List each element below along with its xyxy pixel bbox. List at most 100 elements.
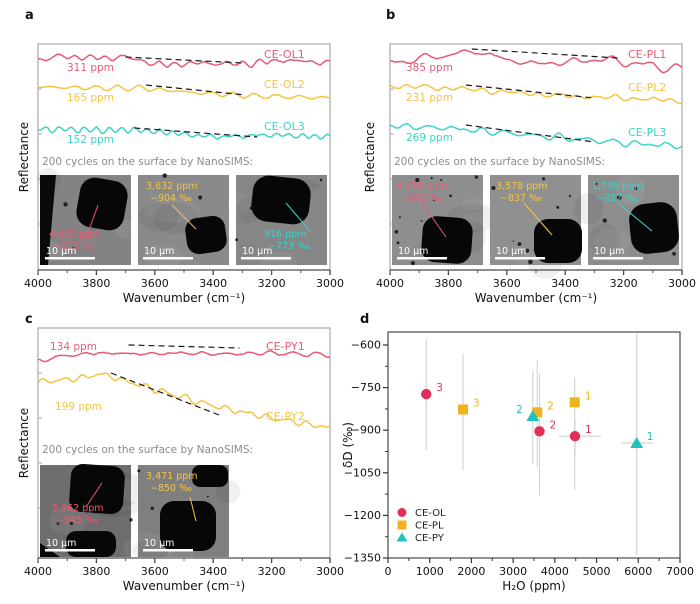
- sem-texture-patch: [144, 198, 200, 223]
- scalebar-label: 10 μm: [144, 246, 174, 257]
- sem-h2o-value: 4,483 ppm: [49, 229, 101, 240]
- sem-speckle: [129, 518, 133, 522]
- x-axis-title: Wavenumber (cm⁻¹): [123, 579, 245, 593]
- sem-h2o-value: 916 ppm: [264, 229, 306, 240]
- data-point-circle: [534, 426, 545, 437]
- sem-speckle: [617, 195, 622, 200]
- panel-d-group: 0 1000 2000 3000 4000 5000 6000 7000 −600 −750 −90…: [341, 331, 694, 593]
- scalebar: [397, 257, 447, 260]
- sem-speckle: [319, 178, 323, 182]
- sem-h2o-value: 3,471 ppm: [146, 471, 198, 482]
- sem-speckle: [433, 199, 435, 202]
- data-point-square: [569, 397, 580, 408]
- x-tick-label: 3800: [82, 565, 110, 578]
- water-content-annotation: 165 ppm: [67, 92, 114, 104]
- spot-annotation-line: [421, 202, 447, 238]
- sem-texture-patch: [461, 198, 488, 211]
- x-tick-label: 1000: [416, 565, 444, 578]
- spectrum-curve: [389, 83, 683, 105]
- sem-texture-patch: [227, 193, 256, 215]
- sem-speckle: [491, 185, 496, 190]
- data-point-number-label: 2: [550, 419, 557, 431]
- scalebar: [495, 257, 545, 260]
- y-axis-title: Reflectance: [17, 122, 31, 192]
- sem-texture-patch: [138, 202, 179, 232]
- x-axis-title: Wavenumber (cm⁻¹): [475, 291, 597, 305]
- data-point-triangle: [630, 436, 644, 448]
- spectrum-curve: [37, 372, 331, 429]
- x-tick-label: 5000: [583, 565, 611, 578]
- x-tick-label: 3600: [493, 277, 521, 290]
- x-tick-label: 4000: [541, 565, 569, 578]
- sem-speckle: [440, 178, 443, 182]
- sem-texture-patch: [573, 193, 603, 225]
- spectrum-curve: [389, 49, 683, 74]
- scalebar: [593, 257, 643, 260]
- x-tick-label: 4000: [376, 277, 404, 290]
- y-axis-title: δD (‰): [341, 422, 355, 468]
- spot-annotation-line: [285, 202, 311, 232]
- water-content-annotation: 134 ppm: [50, 341, 97, 353]
- x-tick-label: 3600: [141, 565, 169, 578]
- sem-dark-region: [40, 175, 56, 265]
- series-label: CE-OL3: [264, 120, 305, 133]
- baseline-dashed-guide: [128, 344, 240, 349]
- spectrum-curve: [37, 53, 331, 68]
- sem-speckle: [150, 506, 155, 511]
- y-tick-label: −1050: [344, 466, 381, 479]
- sem-speckle: [604, 195, 607, 197]
- x-tick-label: 4000: [24, 277, 52, 290]
- data-point-number-label: 2: [516, 404, 523, 416]
- x-tick-label: 3200: [258, 277, 286, 290]
- data-point-number-label: 3: [473, 397, 480, 409]
- legend-item-CE-PL: CE-PL: [397, 520, 444, 532]
- scalebar: [45, 549, 95, 552]
- data-point-circle: [421, 388, 432, 400]
- series-CE-PL2: 231 ppm CE-PL2: [389, 81, 683, 105]
- data-point-circle: [569, 430, 581, 442]
- plot-box: [387, 331, 681, 559]
- sem-dD-value: −921 ‰: [53, 241, 95, 252]
- water-content-annotation: 231 ppm: [406, 92, 453, 104]
- data-point-number-label: 1: [585, 424, 592, 436]
- sem-speckle: [198, 195, 203, 200]
- scalebar-label: 10 μm: [46, 538, 76, 549]
- sem-speckle: [568, 195, 572, 198]
- sem-speckle: [541, 177, 546, 181]
- baseline-dashed-guide: [471, 48, 618, 59]
- scalebar: [143, 549, 193, 552]
- mineral-grain-blob: [192, 465, 228, 487]
- baseline-dashed-guide: [134, 127, 258, 138]
- series-label: CE-PY2: [266, 410, 305, 423]
- x-tick-label: 3400: [199, 277, 227, 290]
- panel-b-group: 4000 3800 3600 3400 3200 3000 Wavenumber (cm⁻¹…: [363, 43, 696, 305]
- water-content-annotation: 152 ppm: [67, 134, 114, 146]
- sem-dD-value: −904 ‰: [150, 193, 192, 204]
- baseline-dashed-guide: [465, 124, 595, 143]
- y-tick-label: −1350: [344, 552, 381, 565]
- sem-image: 1,798 ppm−827 ‰ 10 μm: [573, 173, 679, 265]
- y-tick-label: −900: [351, 424, 381, 437]
- sem-h2o-value: 3,578 ppm: [496, 181, 548, 192]
- panel-letter-a: a: [25, 8, 34, 23]
- sem-image: 3,578 ppm−837 ‰ 10 μm: [490, 175, 582, 280]
- series-label: CE-OL2: [264, 78, 305, 91]
- x-tick-label: 6000: [624, 565, 652, 578]
- panel-a-group: 4000 3800 3600 3400 3200 3000 Wavenumber (cm⁻¹…: [17, 43, 344, 305]
- data-point-number-label: 1: [585, 390, 592, 402]
- data-point-number-label: 1: [647, 431, 654, 443]
- legend-item-CE-OL: CE-OL: [397, 508, 446, 519]
- sem-h2o-value: 5,962 ppm: [52, 503, 104, 514]
- x-tick-label: 3000: [316, 565, 344, 578]
- sem-speckle: [235, 238, 239, 242]
- sem-dD-value: −802 ‰: [400, 193, 442, 204]
- sem-speckle: [162, 173, 167, 178]
- data-point-square: [532, 407, 543, 418]
- x-tick-label: 7000: [666, 565, 694, 578]
- sem-speckle: [528, 259, 533, 265]
- sem-speckle: [594, 182, 598, 186]
- legend-marker: [397, 508, 407, 517]
- sem-speckle: [634, 186, 638, 190]
- panel-letter-b: b: [386, 8, 396, 23]
